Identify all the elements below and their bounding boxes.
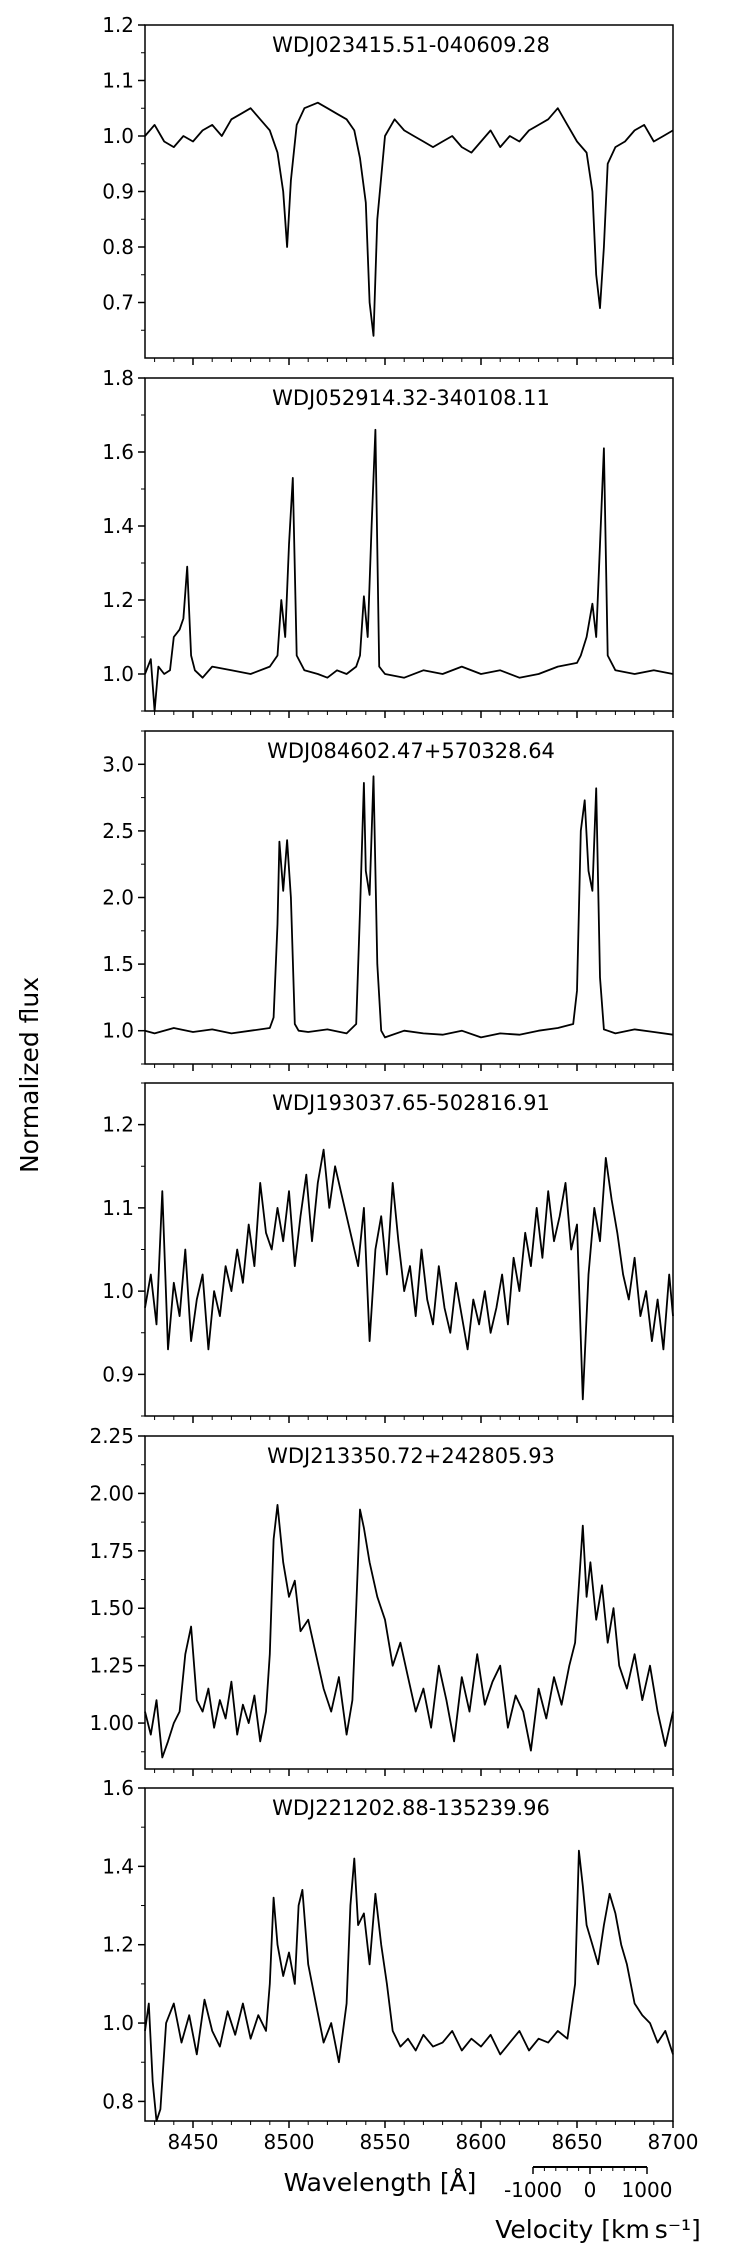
x-tick-label: 8600 bbox=[456, 2130, 507, 2154]
panels-group: 0.7 0.8 0.9 1.0 1.1 1.2 WDJ023415.51-040609.28… bbox=[89, 13, 698, 2154]
x-axis-label: Wavelength [Å] bbox=[284, 2168, 477, 2197]
panel-title: WDJ221202.88-135239.96 bbox=[272, 1796, 550, 1820]
y-tick-label: 0.8 bbox=[102, 2089, 134, 2113]
panel-frame bbox=[144, 730, 674, 1065]
y-tick-label: 1.4 bbox=[102, 514, 134, 538]
y-tick-label: 2.5 bbox=[102, 819, 134, 843]
y-tick-label: 1.75 bbox=[89, 1539, 134, 1563]
y-tick-label: 1.1 bbox=[102, 69, 134, 93]
spectrum-panel: 0.9 1.0 1.1 1.2 WDJ193037.65-502816.91 bbox=[102, 1082, 674, 1423]
velocity-axis-label: Velocity [km s⁻¹] bbox=[495, 2215, 701, 2244]
panel-title: WDJ193037.65-502816.91 bbox=[272, 1091, 550, 1115]
panel-frame bbox=[144, 1787, 674, 2122]
y-tick-label: 0.8 bbox=[102, 235, 134, 259]
y-tick-label: 1.2 bbox=[102, 1933, 134, 1957]
y-tick-label: 1.0 bbox=[102, 1279, 134, 1303]
panel-frame bbox=[144, 24, 674, 359]
panel-frame bbox=[144, 1435, 674, 1770]
spectrum-panel: 0.7 0.8 0.9 1.0 1.1 1.2 WDJ023415.51-040609.28 bbox=[102, 13, 674, 365]
y-tick-label: 3.0 bbox=[102, 752, 134, 776]
y-tick-label: 1.1 bbox=[102, 1196, 134, 1220]
spectrum-line bbox=[144, 1148, 674, 1401]
y-tick-label: 0.9 bbox=[102, 180, 134, 204]
panel-frame bbox=[144, 1082, 674, 1417]
y-tick-label: 1.5 bbox=[102, 952, 134, 976]
y-tick-label: 1.8 bbox=[102, 366, 134, 390]
spectrum-line bbox=[144, 1504, 674, 1759]
y-tick-label: 2.25 bbox=[89, 1424, 134, 1448]
y-tick-label: 1.6 bbox=[102, 1776, 134, 1800]
y-tick-label: 1.2 bbox=[102, 1113, 134, 1137]
y-tick-label: 1.6 bbox=[102, 440, 134, 464]
spectrum-line bbox=[144, 428, 674, 712]
spectrum-panel: 1.00 1.25 1.50 1.75 2.00 2.25 WDJ213350.72+242… bbox=[89, 1424, 674, 1776]
spectrum-panel: 1.0 1.2 1.4 1.6 1.8 WDJ052914.32-340108.11 bbox=[102, 366, 674, 718]
spectrum-line bbox=[144, 101, 674, 337]
y-tick-label: 1.0 bbox=[102, 124, 134, 148]
x-tick-label: 8550 bbox=[360, 2130, 411, 2154]
y-tick-label: 1.0 bbox=[102, 1019, 134, 1043]
y-tick-label: 1.00 bbox=[89, 1711, 134, 1735]
x-tick-label: 8700 bbox=[648, 2130, 699, 2154]
spectrum-line bbox=[144, 1849, 674, 2122]
panel-title: WDJ023415.51-040609.28 bbox=[272, 33, 550, 57]
velocity-tick-label: -1000 bbox=[504, 2178, 562, 2202]
y-tick-label: 1.0 bbox=[102, 662, 134, 686]
y-tick-label: 0.9 bbox=[102, 1362, 134, 1386]
y-tick-label: 2.0 bbox=[102, 886, 134, 910]
x-tick-label: 8650 bbox=[552, 2130, 603, 2154]
y-axis-label: Normalized flux bbox=[15, 977, 44, 1173]
x-tick-label: 8450 bbox=[168, 2130, 219, 2154]
y-tick-label: 1.4 bbox=[102, 1854, 134, 1878]
velocity-tick-label: 0 bbox=[584, 2178, 597, 2202]
panel-frame bbox=[144, 377, 674, 712]
y-tick-label: 1.25 bbox=[89, 1654, 134, 1678]
velocity-scale: -1000 0 1000 Velocity [km s⁻¹] bbox=[495, 2166, 701, 2244]
spectrum-panel: 0.8 1.0 1.2 1.4 1.6 8450 8500 8550 8600 8650 8700 W… bbox=[102, 1776, 698, 2154]
spectrum-panel: 1.0 1.5 2.0 2.5 3.0 WDJ084602.47+570328.64 bbox=[102, 730, 674, 1071]
y-tick-label: 0.7 bbox=[102, 291, 134, 315]
y-tick-label: 1.50 bbox=[89, 1596, 134, 1620]
panel-title: WDJ052914.32-340108.11 bbox=[272, 386, 550, 410]
velocity-minor-ticks bbox=[532, 2167, 648, 2174]
y-tick-label: 1.2 bbox=[102, 13, 134, 37]
velocity-tick-label: 1000 bbox=[622, 2178, 673, 2202]
spectrum-line bbox=[144, 775, 674, 1039]
panel-title: WDJ084602.47+570328.64 bbox=[267, 739, 555, 763]
panel-title: WDJ213350.72+242805.93 bbox=[267, 1444, 555, 1468]
x-tick-label: 8500 bbox=[264, 2130, 315, 2154]
y-tick-label: 1.2 bbox=[102, 588, 134, 612]
y-tick-label: 2.00 bbox=[89, 1481, 134, 1505]
y-tick-label: 1.0 bbox=[102, 2011, 134, 2035]
